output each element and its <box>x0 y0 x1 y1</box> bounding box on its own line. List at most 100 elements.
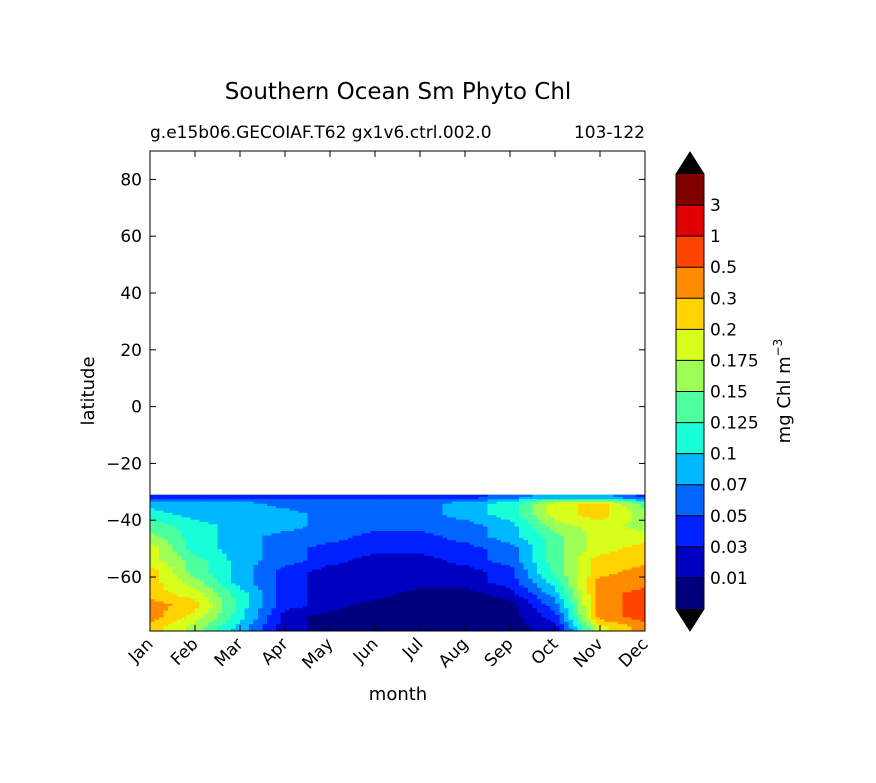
heatmap-cell <box>447 571 453 575</box>
heatmap-cell <box>555 524 561 528</box>
heatmap-cell <box>186 512 192 516</box>
heatmap-cell <box>492 592 498 596</box>
heatmap-cell <box>483 571 489 575</box>
heatmap-cell <box>303 569 309 573</box>
heatmap-cell <box>447 583 453 587</box>
heatmap-cell <box>532 496 538 500</box>
heatmap-cell <box>460 556 466 559</box>
heatmap-cell <box>541 587 547 591</box>
heatmap-cell <box>595 537 601 541</box>
heatmap-cell <box>262 574 268 578</box>
heatmap-cell <box>447 574 453 578</box>
heatmap-cell <box>303 542 309 546</box>
heatmap-cell <box>595 510 601 514</box>
heatmap-cell <box>217 546 223 550</box>
heatmap-cell <box>424 585 430 589</box>
heatmap-cell <box>442 567 448 571</box>
heatmap-cell <box>393 499 399 503</box>
heatmap-cell <box>406 544 412 548</box>
heatmap-cell <box>307 531 313 534</box>
heatmap-cell <box>343 560 349 564</box>
heatmap-cell <box>190 574 196 578</box>
heatmap-cell <box>618 494 624 498</box>
heatmap-cell <box>168 558 174 562</box>
heatmap-cell <box>460 558 466 562</box>
heatmap-cell <box>510 517 516 521</box>
heatmap-cell <box>546 506 552 509</box>
heatmap-cell <box>465 494 471 498</box>
heatmap-cell <box>595 506 601 509</box>
heatmap-cell <box>262 524 268 528</box>
heatmap-cell <box>186 528 192 532</box>
heatmap-cell <box>280 494 286 498</box>
heatmap-cell <box>460 517 466 521</box>
heatmap-cell <box>181 512 187 516</box>
heatmap-cell <box>343 546 349 550</box>
heatmap-cell <box>199 592 205 596</box>
heatmap-cell <box>474 503 480 507</box>
heatmap-cell <box>163 537 169 541</box>
heatmap-cell <box>244 519 250 523</box>
heatmap-cell <box>388 546 394 550</box>
heatmap-cell <box>168 510 174 514</box>
heatmap-cell <box>262 560 268 564</box>
heatmap-cell <box>190 501 196 505</box>
heatmap-cell <box>393 544 399 548</box>
heatmap-cell <box>546 560 552 564</box>
heatmap-cell <box>388 594 394 598</box>
heatmap-cell <box>496 515 502 518</box>
heatmap-cell <box>406 576 412 580</box>
heatmap-cell <box>586 521 592 525</box>
heatmap-cell <box>258 553 264 557</box>
heatmap-cell <box>460 528 466 532</box>
heatmap-cell <box>316 512 322 516</box>
heatmap-cell <box>226 524 232 528</box>
heatmap-cell <box>460 553 466 557</box>
heatmap-cell <box>384 496 390 500</box>
heatmap-cell <box>379 540 385 543</box>
heatmap-cell <box>469 562 475 566</box>
heatmap-cell <box>510 503 516 507</box>
heatmap-cell <box>334 556 340 559</box>
heatmap-cell <box>213 531 219 534</box>
heatmap-cell <box>240 501 246 505</box>
heatmap-cell <box>460 567 466 571</box>
heatmap-cell <box>172 565 178 568</box>
heatmap-cell <box>573 571 579 575</box>
heatmap-cell <box>330 585 336 589</box>
heatmap-cell <box>469 558 475 562</box>
heatmap-cell <box>204 508 210 512</box>
heatmap-cell <box>172 519 178 523</box>
heatmap-cell <box>294 581 300 584</box>
heatmap-cell <box>510 544 516 548</box>
heatmap-cell <box>226 581 232 584</box>
heatmap-cell <box>460 537 466 541</box>
heatmap-cell <box>208 540 214 543</box>
heatmap-cell <box>375 594 381 598</box>
heatmap-cell <box>631 535 637 539</box>
heatmap-cell <box>379 567 385 571</box>
heatmap-cell <box>150 551 156 555</box>
heatmap-cell <box>429 508 435 512</box>
heatmap-cell <box>235 501 241 505</box>
heatmap-cell <box>348 590 354 593</box>
heatmap-cell <box>411 542 417 546</box>
heatmap-cell <box>636 517 642 521</box>
heatmap-cell <box>420 578 426 582</box>
heatmap-cell <box>420 503 426 507</box>
heatmap-cell <box>186 592 192 596</box>
heatmap-cell <box>199 546 205 550</box>
heatmap-cell <box>163 494 169 498</box>
heatmap-cell <box>559 551 565 555</box>
heatmap-cell <box>483 576 489 580</box>
heatmap-cell <box>469 567 475 571</box>
heatmap-cell <box>226 585 232 589</box>
heatmap-cell <box>384 501 390 505</box>
heatmap-cell <box>384 569 390 573</box>
heatmap-cell <box>424 506 430 509</box>
heatmap-cell <box>357 578 363 582</box>
heatmap-cell <box>456 508 462 512</box>
heatmap-cell <box>325 537 331 541</box>
heatmap-cell <box>204 585 210 589</box>
heatmap-cell <box>640 517 645 521</box>
